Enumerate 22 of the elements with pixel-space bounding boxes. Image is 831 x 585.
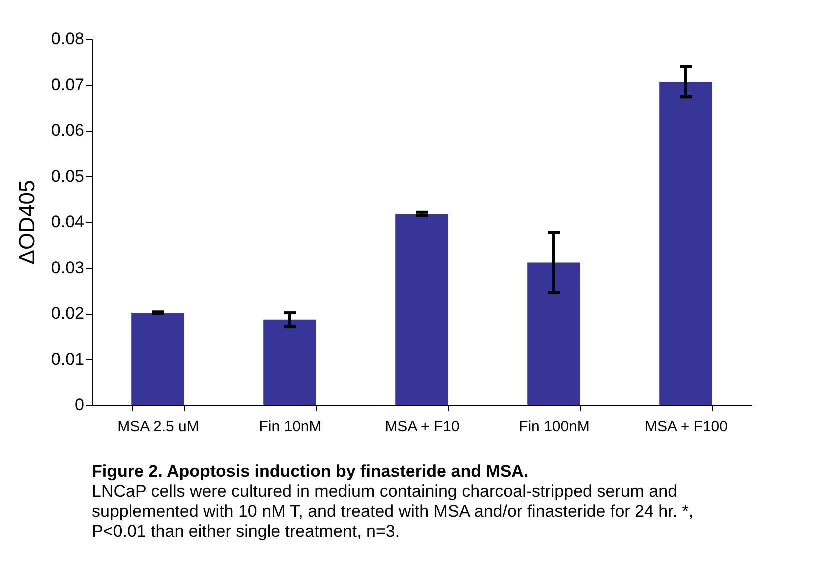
y-axis-title: ΔOD405 bbox=[14, 180, 40, 265]
y-tick-label: 0.08 bbox=[51, 30, 84, 48]
caption: Figure 2. Apoptosis induction by finasteride and MSA. bbox=[92, 462, 529, 481]
y-tick-label: 0.07 bbox=[51, 75, 84, 94]
y-tick-label: 0.03 bbox=[51, 258, 84, 278]
y-tick-label: 0 bbox=[75, 396, 84, 414]
y-tick-label: 0.05 bbox=[51, 166, 84, 186]
bar bbox=[528, 262, 580, 405]
y-tick-label: 0.02 bbox=[51, 304, 84, 323]
bar bbox=[132, 313, 184, 405]
y-tick-label: 0.06 bbox=[51, 121, 84, 140]
text: LNCaP cells were cultured in medium containing charcoal-stripped serum and supplemented with 10 nM T, and treated with MSA and/or finasteride for 24 hr. *, P<0.01 than either single treatment, n=3. bbox=[92, 482, 694, 541]
bar bbox=[396, 214, 448, 405]
x-tick-label: MSA 2.5 uM bbox=[118, 418, 200, 436]
y-tick-label: 0.01 bbox=[51, 350, 84, 369]
x-tick-label: Fin 100nM bbox=[519, 418, 590, 436]
x-tick-label: MSA + F10 bbox=[385, 418, 460, 436]
y-tick-label: 0.04 bbox=[51, 212, 84, 232]
x-tick-label: Fin 10nM bbox=[259, 418, 322, 436]
bar bbox=[264, 320, 316, 405]
bar bbox=[660, 82, 712, 405]
x-tick-label: MSA + F100 bbox=[645, 418, 728, 436]
